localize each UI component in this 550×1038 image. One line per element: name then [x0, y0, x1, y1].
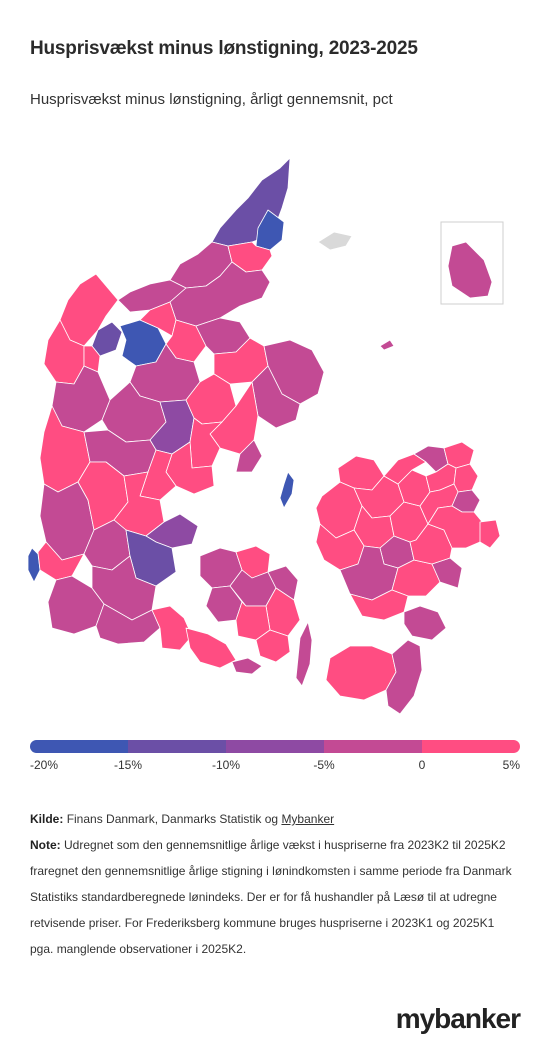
legend-tick: 0: [418, 758, 426, 772]
legend-segment: [324, 740, 422, 753]
region-faaborg: [235, 601, 271, 641]
legend-tick: 5%: [502, 758, 520, 772]
region-anholt: [379, 339, 395, 351]
region-kerteminde: [267, 565, 299, 601]
region-fredensborg: [453, 463, 479, 493]
legend-segment: [422, 740, 520, 753]
page-title: Husprisvækst minus lønstigning, 2023-202…: [30, 38, 418, 59]
legend-tick: -5%: [313, 758, 335, 772]
footnotes: Kilde: Finans Danmark, Danmarks Statisti…: [30, 806, 520, 962]
region-amager: [479, 519, 501, 549]
region-svendborg: [255, 629, 291, 663]
note-line: Note: Udregnet som den gennemsnitlige år…: [30, 832, 520, 962]
region-moen: [403, 605, 447, 641]
region-soenderborg: [151, 605, 193, 651]
source-label: Kilde:: [30, 812, 64, 826]
legend-segment: [226, 740, 324, 753]
region-haderslev: [91, 555, 157, 621]
region-vordingborg: [349, 589, 409, 621]
region-lolland: [325, 645, 397, 701]
region-odder: [235, 439, 263, 473]
region-guldborgsund: [385, 639, 423, 715]
region-laesoe: [317, 231, 353, 251]
region-holstebro: [51, 365, 111, 433]
region-aeroe: [231, 657, 263, 675]
bornholm-inset-frame: [440, 221, 504, 305]
legend-bar: [30, 740, 520, 753]
legend-segment: [128, 740, 226, 753]
region-langeland: [295, 621, 313, 687]
legend-tick: -10%: [211, 758, 241, 772]
region-samsoe: [279, 471, 295, 509]
region-syddjurs: [251, 365, 301, 429]
region-lemvig: [83, 345, 101, 373]
legend-tick: -15%: [113, 758, 143, 772]
page-subtitle: Husprisvækst minus lønstigning, årligt g…: [30, 91, 393, 108]
note-text: Udregnet som den gennemsnitlige årlige v…: [30, 838, 512, 956]
color-legend: [30, 740, 520, 753]
legend-segment: [30, 740, 128, 753]
source-text: Finans Danmark, Danmarks Statistik og: [66, 812, 279, 826]
source-link[interactable]: Mybanker: [281, 812, 335, 826]
note-label: Note:: [30, 838, 61, 852]
region-als: [185, 627, 237, 669]
source-line: Kilde: Finans Danmark, Danmarks Statisti…: [30, 806, 520, 832]
legend-tick: -20%: [30, 758, 59, 772]
denmark-map: [27, 157, 504, 715]
region-bornholm: [447, 241, 493, 299]
mybanker-logo: mybanker: [395, 1003, 521, 1034]
